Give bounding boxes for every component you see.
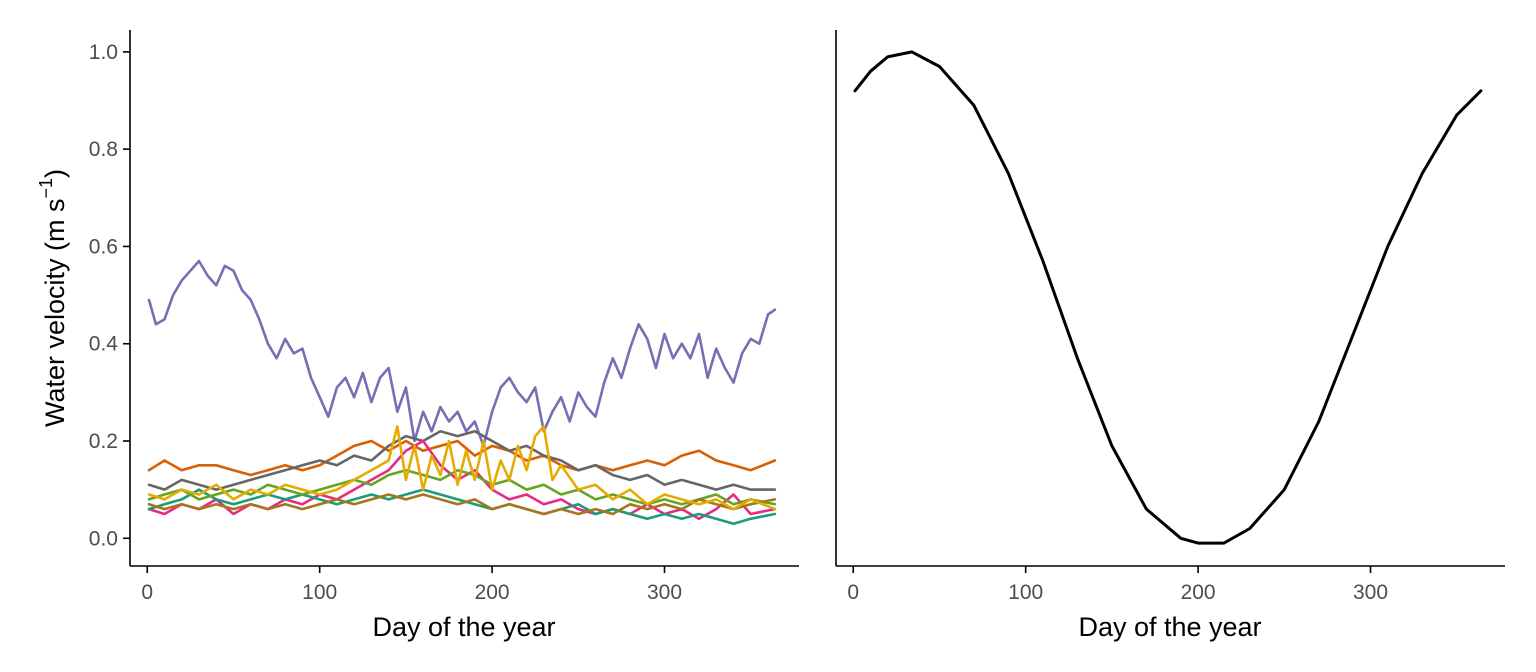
- left-x-tick-label-3: 300: [647, 581, 682, 604]
- left-y-tick-label-5: 1.0: [89, 41, 118, 64]
- right-x-tick-label-1: 100: [1008, 581, 1043, 604]
- left-series-line-6: [147, 493, 777, 516]
- right-x-tick-label-0: 0: [847, 581, 859, 604]
- right-x-tick-label-2: 200: [1181, 581, 1216, 604]
- left-y-axis-title: Water velocity (m s−1): [36, 169, 70, 427]
- right-x-axis-title: Day of the year: [1078, 612, 1261, 642]
- left-y-tick-label-0: 0.0: [89, 527, 118, 550]
- left-x-ticks: 0 100 200 300: [141, 566, 682, 604]
- sine-series-group: [853, 50, 1483, 545]
- right-x-tick-label-3: 300: [1353, 581, 1388, 604]
- y-title-superscript: −1: [36, 178, 56, 199]
- left-y-tick-label-2: 0.4: [89, 333, 119, 356]
- sine-panel: 0 100 200 300 Day of the year: [835, 30, 1505, 642]
- y-title-close: ): [40, 169, 70, 178]
- left-y-tick-label-4: 0.8: [89, 138, 118, 161]
- left-y-axis-title-group: Water velocity (m s−1): [36, 169, 70, 427]
- velocity-series-group: [147, 259, 777, 526]
- left-x-tick-label-1: 100: [302, 581, 337, 604]
- left-series-line-7: [147, 425, 777, 511]
- left-y-tick-label-1: 0.2: [89, 430, 118, 453]
- right-series-line-0: [853, 50, 1483, 545]
- right-x-ticks: 0 100 200 300: [847, 566, 1388, 604]
- left-series-line-5: [147, 468, 777, 506]
- velocity-panel: 0.0 0.2 0.4 0.6 0.8 1.0 0 100 200 300 Day of the…: [36, 30, 799, 642]
- left-series-line-2: [147, 429, 777, 491]
- left-series-line-4: [147, 488, 777, 526]
- left-x-tick-label-0: 0: [141, 581, 153, 604]
- left-series-line-1: [147, 439, 777, 477]
- left-y-tick-label-3: 0.6: [89, 235, 118, 258]
- left-series-line-0: [147, 259, 777, 448]
- left-y-ticks: 0.0 0.2 0.4 0.6 0.8 1.0: [89, 41, 130, 550]
- left-x-axis-title: Day of the year: [372, 612, 555, 642]
- left-x-tick-label-2: 200: [475, 581, 510, 604]
- y-title-main: Water velocity (m s: [40, 199, 70, 428]
